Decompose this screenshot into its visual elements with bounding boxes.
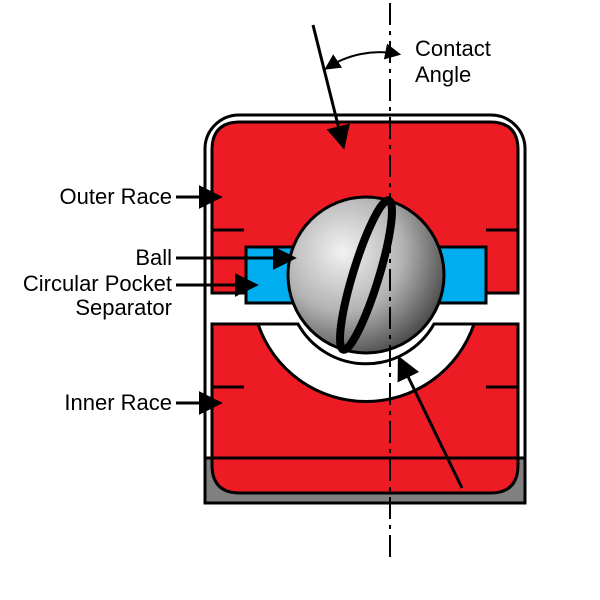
contact-angle-text-2: Angle xyxy=(415,62,471,87)
diagram-container: Contact Angle Outer Race Ball Circular P… xyxy=(0,0,600,600)
inner-race-label: Inner Race xyxy=(64,390,172,416)
contact-angle-text-1: Contact xyxy=(415,36,491,61)
inner-race-text: Inner Race xyxy=(64,390,172,415)
outer-race-text: Outer Race xyxy=(60,184,173,209)
ball-text: Ball xyxy=(135,245,172,270)
separator-text-2: Separator xyxy=(75,295,172,320)
outer-race-label: Outer Race xyxy=(60,184,173,210)
separator-text-1: Circular Pocket xyxy=(23,271,172,296)
ball xyxy=(288,197,444,353)
contact-angle-label: Contact Angle xyxy=(415,36,491,88)
contact-angle-arc xyxy=(327,52,398,68)
ball-label: Ball xyxy=(135,245,172,271)
separator-label: Circular Pocket Separator xyxy=(23,272,172,320)
